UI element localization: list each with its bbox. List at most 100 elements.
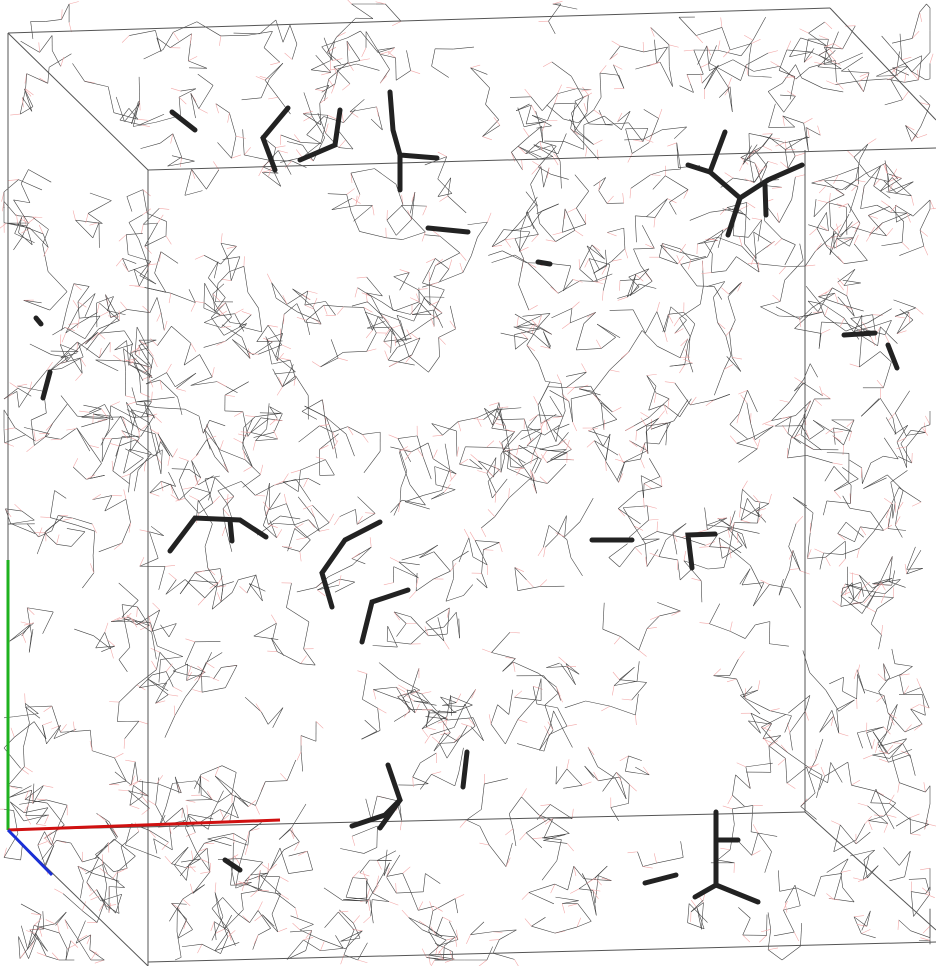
bond-line (653, 176, 665, 190)
bond-line (807, 767, 816, 793)
bond-line (492, 632, 510, 652)
bond-line (558, 432, 568, 445)
bond-line (835, 81, 859, 85)
bond-line (854, 157, 870, 177)
bond-line (400, 820, 401, 830)
bond-line (644, 109, 659, 118)
bond-line (90, 193, 112, 201)
bond-line (82, 857, 99, 862)
bond-line (742, 534, 746, 548)
bond-line (543, 840, 567, 843)
bond-line (547, 453, 567, 463)
bond-line (24, 767, 32, 772)
bond-line (455, 772, 459, 786)
bond-line (268, 97, 278, 99)
bond-line (426, 712, 429, 727)
bond-line (306, 305, 323, 320)
bond-line (665, 176, 688, 190)
bond-line (889, 413, 896, 420)
bond-line (113, 446, 119, 471)
bond-line (603, 629, 621, 636)
bond-line (105, 496, 112, 511)
bond-line (155, 273, 166, 292)
bond-line (793, 497, 813, 512)
bond-line (362, 674, 367, 700)
bond-line (499, 542, 502, 552)
bond-line (214, 922, 229, 931)
bond-line (780, 888, 797, 891)
bond-line (280, 773, 287, 780)
bond-line (790, 588, 801, 608)
bond-line (659, 557, 678, 560)
bond-line (805, 251, 815, 266)
bond-line (78, 940, 90, 960)
bond-line (709, 63, 722, 70)
bond-line (261, 79, 269, 98)
bond-line (221, 279, 231, 281)
bond-line (607, 232, 616, 235)
bond-line (286, 583, 291, 607)
bond-line (825, 762, 848, 776)
bond-line (300, 924, 314, 930)
bond-line (44, 706, 52, 712)
bond-line (725, 173, 733, 178)
bond-line (389, 435, 398, 439)
bond-line (401, 205, 426, 206)
bond-line (372, 205, 374, 215)
bond-line (825, 288, 833, 294)
bond-line (571, 558, 583, 576)
bond-line (838, 282, 844, 290)
bond-line (835, 293, 838, 302)
bond-line (28, 217, 36, 223)
bond-line (786, 266, 805, 267)
bond-line (234, 33, 260, 34)
bond-line (224, 837, 247, 845)
bond-line (594, 441, 618, 455)
bond-line (426, 727, 436, 729)
bond-line (280, 358, 290, 360)
bond-line (643, 867, 653, 869)
bond-line (31, 413, 46, 420)
bond-line (173, 32, 179, 40)
bond-line (886, 79, 904, 82)
bond-line (639, 629, 647, 651)
bond-line (372, 317, 378, 331)
bond-line (171, 326, 190, 343)
bond-line (722, 27, 730, 49)
bond-line (867, 607, 876, 612)
bond-line (644, 139, 653, 142)
bond-line (728, 297, 735, 320)
bond-line (844, 283, 861, 286)
bond-line (669, 45, 679, 47)
bond-line (95, 838, 116, 854)
bond-line (804, 118, 813, 123)
bond-line (610, 46, 621, 60)
bond-line (810, 513, 813, 533)
bond-line (88, 201, 111, 214)
bond-line (802, 78, 823, 88)
bond-line (838, 269, 855, 282)
bond-line (615, 459, 625, 462)
bond-line (436, 946, 438, 956)
bond-line (801, 793, 815, 806)
bond-line (826, 894, 834, 900)
bond-line (763, 146, 772, 150)
bond-line (269, 63, 282, 79)
bond-line (57, 544, 72, 546)
bond-line (418, 901, 423, 910)
bond-line (118, 790, 128, 791)
bond-line (503, 447, 527, 452)
bond-line (179, 461, 188, 481)
bond-line (770, 138, 786, 151)
bond-line (580, 498, 593, 522)
bond-line (891, 482, 895, 502)
bond-line (892, 757, 899, 783)
bond-line (420, 753, 436, 763)
bond-line (337, 32, 346, 37)
bond-line (679, 365, 684, 373)
bond-line (234, 856, 239, 864)
bond (645, 875, 676, 883)
bond-line (789, 547, 801, 571)
bond-line (809, 33, 828, 46)
bond-line (251, 432, 278, 439)
